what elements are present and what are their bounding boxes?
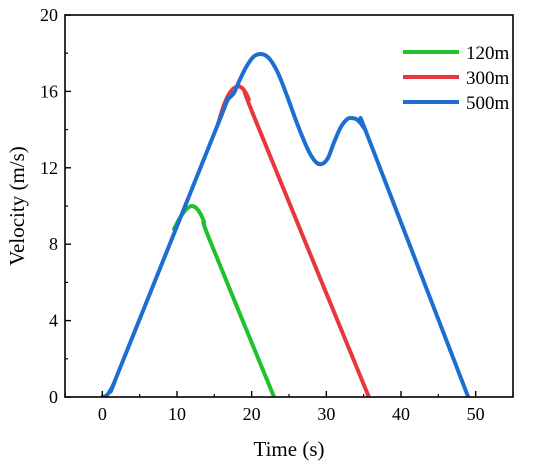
plot-lines <box>100 52 471 397</box>
x-tick-label: 30 <box>317 404 335 424</box>
y-tick-label: 12 <box>40 158 58 178</box>
y-tick-label: 0 <box>49 387 58 407</box>
x-tick-label: 10 <box>168 404 186 424</box>
legend-label-120m: 120m <box>466 43 510 64</box>
legend-label-300m: 300m <box>466 68 510 89</box>
x-tick-label: 0 <box>98 404 107 424</box>
y-tick-label: 8 <box>49 234 58 254</box>
x-tick-label: 50 <box>467 404 485 424</box>
legend-label-500m: 500m <box>466 93 510 114</box>
y-tick-label: 4 <box>49 311 58 331</box>
x-tick-label: 40 <box>392 404 410 424</box>
y-tick-label: 16 <box>40 81 58 101</box>
axis-ticks: 0 10 20 30 40 50 0 4 8 12 16 20 <box>40 5 514 424</box>
series-line-300m <box>216 84 371 397</box>
series-line-120m <box>172 203 277 397</box>
x-axis-label: Time (s) <box>254 437 325 461</box>
series-line-500m <box>100 52 471 397</box>
x-tick-label: 20 <box>243 404 261 424</box>
y-tick-label: 20 <box>40 5 58 25</box>
legend: 120m 300m 500m <box>403 43 510 114</box>
y-axis-label: Velocity (m/s) <box>5 146 29 266</box>
